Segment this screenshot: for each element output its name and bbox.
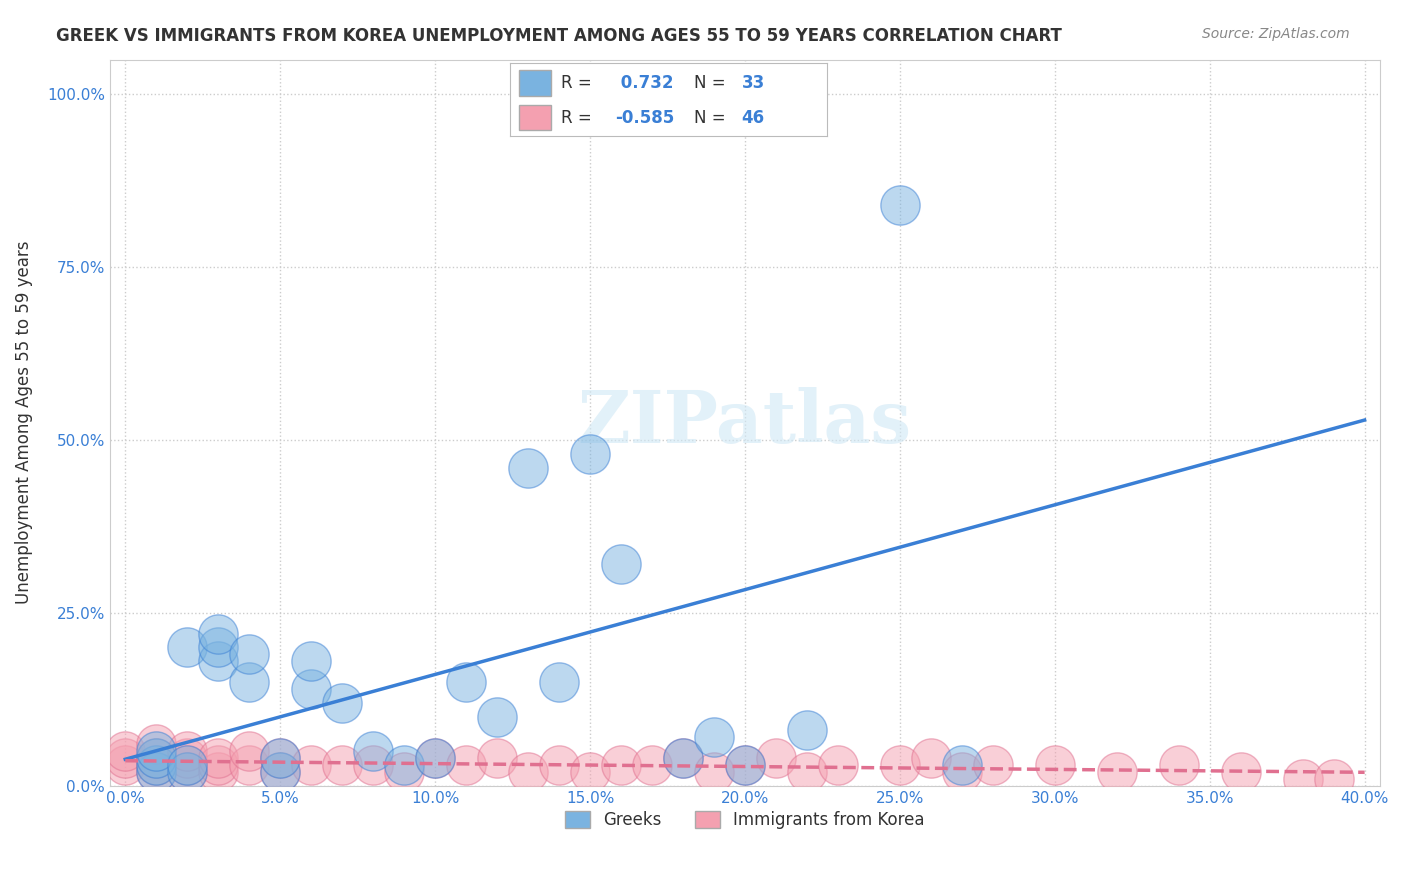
Point xyxy=(145,751,167,765)
Point xyxy=(361,744,384,758)
Point xyxy=(207,764,229,779)
Point xyxy=(330,758,353,772)
Point xyxy=(269,764,291,779)
Point xyxy=(176,764,198,779)
Point xyxy=(176,744,198,758)
Point xyxy=(579,764,602,779)
Point xyxy=(981,758,1004,772)
Point xyxy=(889,758,911,772)
Point xyxy=(920,751,942,765)
Text: ZIPatlas: ZIPatlas xyxy=(578,387,912,458)
Point xyxy=(145,764,167,779)
Point xyxy=(734,758,756,772)
Point xyxy=(145,758,167,772)
Point xyxy=(330,696,353,710)
Point xyxy=(176,758,198,772)
Point xyxy=(207,640,229,655)
Point xyxy=(176,764,198,779)
Point xyxy=(703,764,725,779)
Point xyxy=(1291,772,1313,786)
Point xyxy=(950,758,973,772)
Point xyxy=(765,751,787,765)
Point xyxy=(454,675,477,690)
Point xyxy=(114,758,136,772)
Point xyxy=(145,751,167,765)
Point xyxy=(299,654,322,668)
Point xyxy=(517,764,540,779)
Point xyxy=(176,758,198,772)
Text: GREEK VS IMMIGRANTS FROM KOREA UNEMPLOYMENT AMONG AGES 55 TO 59 YEARS CORRELATIO: GREEK VS IMMIGRANTS FROM KOREA UNEMPLOYM… xyxy=(56,27,1062,45)
Point xyxy=(703,731,725,745)
Point xyxy=(423,751,446,765)
Point xyxy=(796,764,818,779)
Point xyxy=(672,751,695,765)
Point xyxy=(238,648,260,662)
Point xyxy=(796,723,818,738)
Point xyxy=(548,675,571,690)
Text: Source: ZipAtlas.com: Source: ZipAtlas.com xyxy=(1202,27,1350,41)
Point xyxy=(486,709,509,723)
Point xyxy=(1323,772,1346,786)
Point xyxy=(1167,758,1189,772)
Legend: Greeks, Immigrants from Korea: Greeks, Immigrants from Korea xyxy=(558,804,932,836)
Point xyxy=(269,751,291,765)
Point xyxy=(672,751,695,765)
Point xyxy=(114,751,136,765)
Point xyxy=(517,460,540,475)
Point xyxy=(299,681,322,696)
Point xyxy=(299,758,322,772)
Point xyxy=(176,751,198,765)
Point xyxy=(392,758,415,772)
Point xyxy=(610,758,633,772)
Point xyxy=(238,675,260,690)
Point xyxy=(486,751,509,765)
Point xyxy=(176,640,198,655)
Point xyxy=(238,758,260,772)
Point xyxy=(423,751,446,765)
Point xyxy=(1043,758,1066,772)
Point xyxy=(889,198,911,212)
Point xyxy=(827,758,849,772)
Point xyxy=(207,626,229,640)
Point xyxy=(145,737,167,751)
Point xyxy=(579,447,602,461)
Point xyxy=(207,758,229,772)
Point xyxy=(610,558,633,572)
Point xyxy=(145,764,167,779)
Point xyxy=(207,751,229,765)
Y-axis label: Unemployment Among Ages 55 to 59 years: Unemployment Among Ages 55 to 59 years xyxy=(15,241,32,605)
Point xyxy=(238,744,260,758)
Point xyxy=(548,758,571,772)
Point xyxy=(114,744,136,758)
Point xyxy=(950,764,973,779)
Point xyxy=(734,758,756,772)
Point xyxy=(145,758,167,772)
Point xyxy=(269,751,291,765)
Point xyxy=(145,744,167,758)
Point xyxy=(361,758,384,772)
Point xyxy=(454,758,477,772)
Point xyxy=(641,758,664,772)
Point xyxy=(207,654,229,668)
Point xyxy=(392,764,415,779)
Point xyxy=(1229,764,1251,779)
Point xyxy=(269,764,291,779)
Point xyxy=(1105,764,1128,779)
